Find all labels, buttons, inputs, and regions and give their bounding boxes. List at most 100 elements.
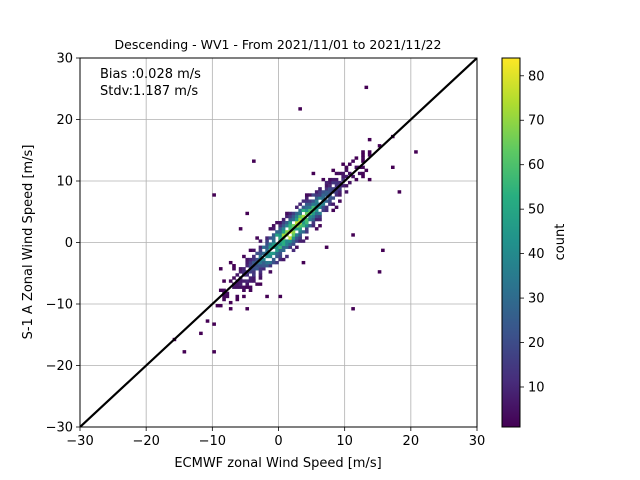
density-cell <box>291 224 296 228</box>
density-cell <box>318 196 322 200</box>
density-cell <box>285 245 289 249</box>
density-cell <box>314 193 319 197</box>
density-cell <box>295 214 299 219</box>
density-cell <box>265 260 269 265</box>
density-cells <box>172 85 418 354</box>
density-cell <box>298 214 302 219</box>
density-cell <box>295 227 299 231</box>
density-cell <box>341 171 345 176</box>
density-cell <box>328 190 332 194</box>
density-cell <box>367 153 372 157</box>
density-cell <box>324 199 329 203</box>
density-cell <box>182 350 187 354</box>
density-cell <box>258 273 263 277</box>
density-cell <box>304 202 309 206</box>
density-cell <box>238 279 243 283</box>
y-tick-label: 30 <box>56 52 73 67</box>
density-cell <box>275 230 279 234</box>
density-cell <box>281 245 286 249</box>
density-cell <box>271 260 276 265</box>
density-cell <box>301 230 306 234</box>
density-cell <box>252 276 256 280</box>
density-cell <box>381 248 385 253</box>
density-cell <box>354 165 359 169</box>
density-cell <box>344 168 349 173</box>
density-cell <box>308 199 312 203</box>
y-tick-label: −20 <box>46 359 73 374</box>
density-cell <box>242 288 246 292</box>
y-tick-label: 0 <box>65 236 73 251</box>
density-cell <box>278 294 283 299</box>
density-cell <box>278 227 283 231</box>
density-cell <box>291 236 296 240</box>
density-cell <box>298 107 302 111</box>
density-cell <box>228 260 233 265</box>
density-cell <box>261 260 266 265</box>
density-cell <box>291 230 296 234</box>
density-cell <box>225 294 230 299</box>
density-cell <box>321 202 326 206</box>
density-cell <box>295 239 299 243</box>
colorbar-tick-label: 60 <box>528 158 545 173</box>
density-cell <box>278 257 283 262</box>
x-tick-label: −20 <box>132 434 159 449</box>
density-cell <box>324 187 329 191</box>
density-cell <box>311 214 316 219</box>
density-cell <box>288 236 293 240</box>
density-cell <box>364 168 369 173</box>
density-cell <box>308 202 312 206</box>
density-cell <box>281 233 286 237</box>
density-cell <box>324 190 329 194</box>
density-cell <box>298 202 302 206</box>
density-cell <box>245 279 250 283</box>
density-cell <box>304 224 309 228</box>
density-cell <box>334 181 339 185</box>
density-cell <box>245 282 250 286</box>
x-tick-label: −30 <box>66 434 93 449</box>
density-cell <box>252 260 256 265</box>
density-cell <box>248 276 253 280</box>
density-cell <box>304 217 309 222</box>
density-cell <box>321 190 326 194</box>
density-cell <box>242 294 246 299</box>
density-cell <box>268 236 273 240</box>
density-cell <box>334 177 339 182</box>
density-cell <box>271 236 276 240</box>
density-cell <box>288 227 293 231</box>
density-cell <box>288 242 293 246</box>
density-cell <box>328 196 332 200</box>
density-cell <box>334 184 339 188</box>
density-cell <box>215 304 220 308</box>
one-to-one-line <box>80 58 477 427</box>
density-cell <box>228 300 233 305</box>
density-cell <box>295 236 299 240</box>
colorbar-tick-label: 80 <box>528 69 545 84</box>
density-cell <box>354 177 359 182</box>
density-cell <box>390 165 395 169</box>
density-cell <box>314 196 319 200</box>
density-cell <box>242 279 246 283</box>
density-cell <box>265 245 269 249</box>
density-cell <box>261 245 266 249</box>
density-cell <box>361 156 365 160</box>
x-axis-ticks: −30 −20 −10 0 10 20 30 <box>66 427 485 449</box>
density-cell <box>308 193 312 197</box>
density-cell <box>281 224 286 228</box>
density-cell <box>255 251 259 256</box>
density-cell <box>268 251 273 256</box>
density-cell <box>281 242 286 246</box>
density-cell <box>285 239 289 243</box>
density-cell <box>324 205 329 209</box>
density-cell <box>278 248 283 253</box>
density-cell <box>295 245 299 249</box>
density-cell <box>258 276 263 280</box>
density-cell <box>212 193 216 197</box>
density-cell <box>258 260 263 265</box>
density-cell <box>341 174 345 179</box>
density-cell <box>261 264 266 268</box>
density-cell <box>218 288 223 292</box>
y-tick-label: 20 <box>56 113 73 128</box>
density-cell <box>331 196 336 200</box>
density-cell <box>324 245 329 249</box>
density-cell <box>318 217 322 222</box>
